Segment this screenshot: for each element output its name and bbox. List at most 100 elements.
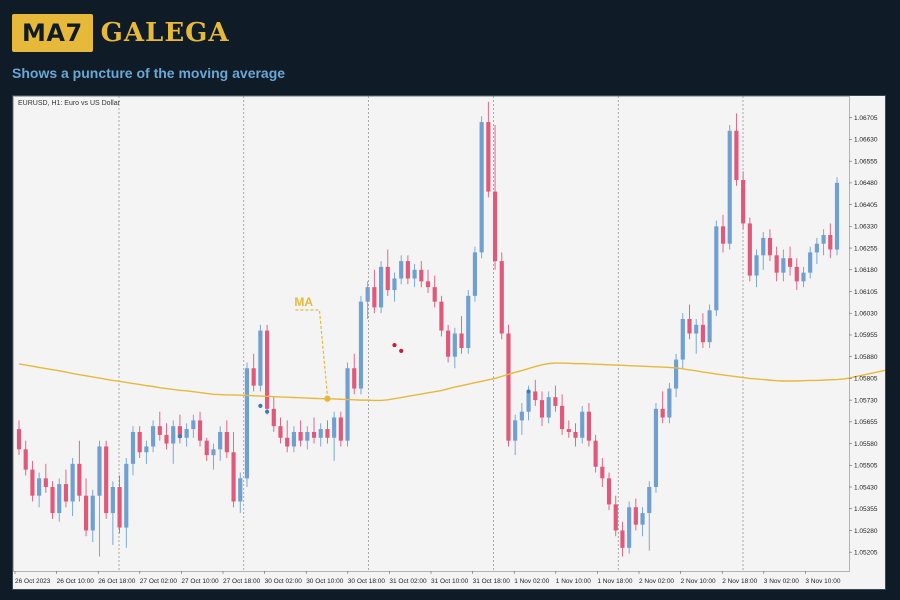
candlestick-chart: MA 1.052051.052801.053551.054301.055051.… <box>13 96 885 585</box>
candle <box>157 411 162 441</box>
logo-brand: GALEGA <box>100 18 230 48</box>
candle-body <box>251 368 256 386</box>
x-tick-label: 2 Nov 02:00 <box>639 578 674 585</box>
candle-body <box>57 484 62 514</box>
candle-body <box>620 530 625 548</box>
candle <box>492 124 498 270</box>
candle-body <box>486 122 491 192</box>
y-tick-label: 1.05805 <box>854 376 878 383</box>
y-tick-label: 1.05730 <box>854 397 878 404</box>
candle <box>781 249 786 282</box>
candle <box>90 489 95 543</box>
candle-body <box>600 466 605 479</box>
candle <box>720 214 726 253</box>
candle-body <box>513 420 518 441</box>
candle-body <box>184 429 189 438</box>
candle-body <box>90 495 95 531</box>
candle <box>285 420 290 453</box>
candle <box>727 124 732 250</box>
candle <box>560 394 565 435</box>
candle-body <box>821 235 826 244</box>
x-tick-label: 3 Nov 02:00 <box>764 578 799 585</box>
candle-body <box>338 417 343 441</box>
candle-body <box>224 431 229 453</box>
y-tick-label: 1.05355 <box>854 506 878 513</box>
candle-body <box>714 226 719 311</box>
candle-body <box>794 266 799 282</box>
candle <box>77 440 82 502</box>
candle <box>63 469 69 508</box>
x-tick-label: 31 Oct 02:00 <box>389 578 427 585</box>
candle-body <box>365 287 370 302</box>
candle-body <box>110 487 115 514</box>
candle <box>486 101 491 198</box>
candle <box>801 266 806 288</box>
candle-body <box>787 258 793 267</box>
candle-body <box>97 446 102 496</box>
candle-body <box>627 507 632 548</box>
candle-body <box>425 281 431 288</box>
candle <box>271 397 276 432</box>
candle-body <box>479 122 484 253</box>
candle-body <box>231 452 236 502</box>
candle-body <box>104 446 109 514</box>
candle-body <box>586 411 591 441</box>
candle <box>774 246 779 282</box>
x-tick-label: 31 Oct 10:00 <box>431 578 469 585</box>
candle <box>821 229 826 256</box>
candlestick-chart-panel[interactable]: MA 1.05205 1.05280 1.05355 1.05430 1.05505 1.… <box>12 95 886 590</box>
candle-body <box>741 179 746 224</box>
candle <box>479 116 484 259</box>
candle <box>57 478 62 522</box>
candle-body <box>83 495 89 531</box>
candle-body <box>50 487 55 514</box>
candle-body <box>70 463 75 502</box>
candle <box>700 313 705 348</box>
candle <box>566 420 571 438</box>
candle <box>43 463 48 493</box>
candle-body <box>130 431 136 464</box>
candle-body <box>492 191 498 262</box>
candle <box>258 324 263 392</box>
candle-body <box>674 359 679 389</box>
candle-body <box>546 397 551 418</box>
candle <box>606 472 612 511</box>
candle-body <box>157 426 162 435</box>
candle-body <box>63 484 69 502</box>
x-tick-label: 3 Nov 10:00 <box>805 578 840 585</box>
candle-body <box>466 295 471 348</box>
candle-body <box>285 437 290 447</box>
candle <box>814 237 819 264</box>
candle-body <box>352 368 357 389</box>
candle-body <box>238 478 243 502</box>
y-tick-label: 1.06255 <box>854 245 878 252</box>
candle-body <box>124 463 129 528</box>
candle <box>741 171 746 230</box>
candle <box>251 353 256 392</box>
candle <box>37 472 42 508</box>
candle <box>177 414 182 444</box>
buy-signal-dot <box>258 403 263 409</box>
x-tick-label: 2 Nov 10:00 <box>681 578 716 585</box>
candle <box>197 411 203 447</box>
x-tick-label: 2 Nov 18:00 <box>722 578 757 585</box>
candle-body <box>23 449 28 470</box>
candle-body <box>667 388 672 418</box>
candle-body <box>747 223 752 276</box>
page-subtitle: Shows a puncture of the moving average <box>12 65 286 81</box>
candle <box>23 440 28 476</box>
candle <box>372 269 377 314</box>
y-tick-label: 1.06555 <box>854 158 878 165</box>
y-tick-label: 1.06105 <box>854 289 878 296</box>
candle-body <box>385 266 390 291</box>
candle-body <box>271 408 276 427</box>
candle-body <box>734 130 739 180</box>
candle <box>231 431 236 508</box>
candle-body <box>566 429 571 432</box>
candle <box>747 217 752 282</box>
candle-body <box>305 431 310 441</box>
candle-body <box>298 431 303 441</box>
candle <box>412 263 417 288</box>
candle <box>392 272 397 302</box>
candle <box>539 391 545 427</box>
